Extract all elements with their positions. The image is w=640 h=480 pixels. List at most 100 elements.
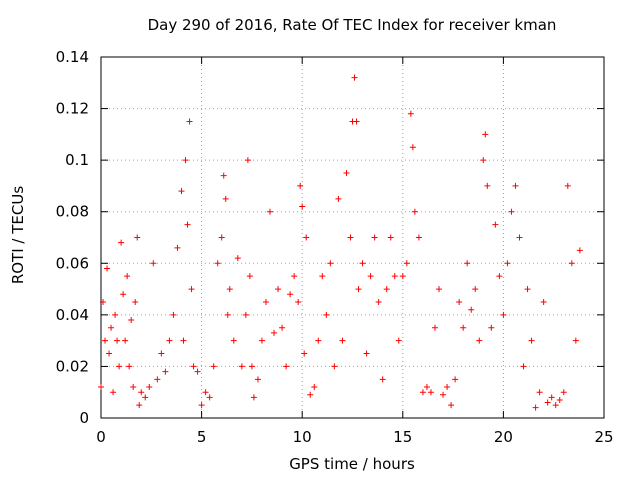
data-point	[532, 404, 539, 411]
data-point	[182, 157, 189, 164]
data-point	[524, 286, 531, 293]
data-point	[399, 273, 406, 280]
data-point	[311, 384, 318, 391]
data-point	[460, 324, 467, 331]
data-point	[188, 286, 195, 293]
data-point	[556, 396, 563, 403]
data-point	[419, 389, 426, 396]
data-point	[279, 324, 286, 331]
data-point	[170, 311, 177, 318]
data-point	[110, 389, 117, 396]
data-point	[214, 260, 221, 267]
data-point	[552, 402, 559, 409]
data-point	[138, 389, 145, 396]
data-point	[202, 389, 209, 396]
data-point	[184, 221, 191, 228]
data-point	[246, 273, 253, 280]
data-point	[480, 157, 487, 164]
data-point	[299, 203, 306, 210]
data-point	[407, 110, 414, 117]
data-point	[488, 324, 495, 331]
data-point	[343, 170, 350, 177]
data-point	[504, 260, 511, 267]
data-point	[353, 118, 360, 125]
data-point	[409, 144, 416, 151]
data-point	[134, 234, 141, 241]
y-tick-label: 0.1	[65, 151, 89, 169]
data-point	[130, 384, 137, 391]
data-point	[367, 273, 374, 280]
y-tick-label: 0	[79, 409, 89, 427]
data-point	[383, 286, 390, 293]
data-point	[335, 195, 342, 202]
data-point	[303, 234, 310, 241]
data-point	[116, 363, 123, 370]
data-point	[226, 286, 233, 293]
data-point	[536, 389, 543, 396]
data-point	[576, 247, 583, 254]
data-point	[120, 291, 127, 298]
data-point	[291, 273, 298, 280]
data-point	[267, 208, 274, 215]
chart-title: Day 290 of 2016, Rate Of TEC Index for r…	[147, 16, 557, 34]
data-point	[122, 337, 129, 344]
data-point	[572, 337, 579, 344]
data-point	[271, 329, 278, 336]
data-point	[128, 317, 135, 324]
x-tick-label: 0	[96, 428, 106, 446]
data-point	[464, 260, 471, 267]
data-point	[307, 391, 314, 398]
y-tick-label: 0.06	[56, 254, 89, 272]
data-point	[564, 182, 571, 189]
data-point	[118, 239, 125, 246]
data-point	[210, 363, 217, 370]
data-point	[222, 195, 229, 202]
data-point	[508, 208, 515, 215]
data-point	[319, 273, 326, 280]
data-point	[440, 391, 447, 398]
data-point	[198, 402, 205, 409]
data-point	[166, 337, 173, 344]
data-point	[339, 337, 346, 344]
x-tick-label: 5	[197, 428, 207, 446]
x-tick-label: 15	[393, 428, 412, 446]
data-point	[262, 298, 269, 305]
data-point	[244, 157, 251, 164]
data-point	[403, 260, 410, 267]
data-point	[468, 306, 475, 313]
data-point	[301, 350, 308, 357]
data-point	[178, 188, 185, 195]
data-point	[295, 298, 302, 305]
data-point	[327, 260, 334, 267]
data-point	[230, 337, 237, 344]
data-point	[482, 131, 489, 138]
data-point	[174, 244, 181, 251]
data-point	[248, 363, 255, 370]
data-point	[444, 384, 451, 391]
y-tick-label: 0.02	[56, 357, 89, 375]
data-point	[323, 311, 330, 318]
data-point	[142, 394, 149, 401]
data-point	[132, 298, 139, 305]
data-point	[158, 350, 165, 357]
data-point	[150, 260, 157, 267]
data-point	[136, 402, 143, 409]
data-point	[287, 291, 294, 298]
data-point	[154, 376, 161, 383]
data-point	[375, 298, 382, 305]
data-point	[194, 368, 201, 375]
data-point	[275, 286, 282, 293]
data-point	[238, 363, 245, 370]
data-point	[359, 260, 366, 267]
data-point	[544, 399, 551, 406]
data-point	[496, 273, 503, 280]
data-point	[520, 363, 527, 370]
data-point	[180, 337, 187, 344]
data-point	[415, 234, 422, 241]
x-tick-label: 25	[594, 428, 613, 446]
data-point	[371, 234, 378, 241]
data-point	[452, 376, 459, 383]
data-point	[431, 324, 438, 331]
data-point	[548, 394, 555, 401]
